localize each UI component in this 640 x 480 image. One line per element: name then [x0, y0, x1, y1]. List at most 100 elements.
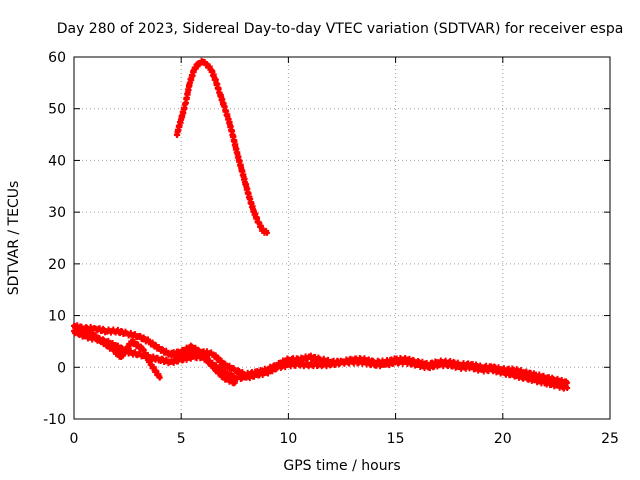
plot-frame	[73, 56, 611, 420]
data-point	[247, 197, 253, 202]
y-tick-label: 0	[57, 360, 66, 376]
data-point	[189, 344, 195, 349]
data-point	[196, 61, 201, 66]
data-point	[125, 331, 130, 336]
data-point	[114, 344, 120, 349]
y-tick-label: -10	[43, 412, 66, 428]
x-tick-label: 10	[279, 431, 297, 447]
data-point	[99, 339, 105, 344]
data-point	[221, 362, 227, 367]
x-tick-label: 25	[601, 431, 619, 447]
data-point	[329, 362, 334, 367]
x-tick-label: 20	[494, 431, 512, 447]
x-tick-label: 15	[387, 431, 405, 447]
y-tick-label: 30	[48, 205, 66, 221]
data-point	[511, 372, 516, 378]
data-point	[217, 91, 222, 96]
x-axis-title: GPS time / hours	[283, 458, 400, 474]
data-point	[350, 359, 355, 365]
data-point	[361, 359, 366, 365]
y-tick-label: 60	[48, 50, 66, 66]
data-point	[393, 359, 398, 365]
data-point	[436, 362, 441, 367]
data-point	[148, 362, 154, 367]
data-point	[179, 357, 184, 362]
data-point	[157, 375, 162, 380]
data-point	[230, 132, 235, 137]
y-tick-label: 20	[48, 257, 66, 273]
y-tick-label: 50	[48, 102, 66, 118]
data-point	[136, 352, 141, 357]
data-point	[232, 375, 237, 380]
data-point	[93, 326, 98, 331]
data-point	[200, 352, 205, 357]
data-point	[425, 365, 430, 370]
data-point	[522, 375, 527, 380]
chart-title: Day 280 of 2023, Sidereal Day-to-day VTE…	[57, 21, 624, 37]
data-point	[140, 346, 145, 352]
data-point	[110, 346, 115, 352]
data-point	[232, 380, 237, 385]
data-point	[260, 228, 265, 233]
data-point	[221, 375, 227, 380]
data-point	[264, 230, 270, 236]
data-point	[146, 339, 152, 344]
data-point	[243, 181, 248, 186]
data-point	[234, 150, 240, 155]
data-point	[307, 354, 313, 360]
data-point	[404, 359, 409, 365]
series-markers	[173, 57, 270, 236]
data-point	[511, 367, 516, 373]
data-point	[296, 357, 302, 362]
data-point	[307, 362, 313, 367]
y-axis-title: SDTVAR / TECUs	[6, 181, 22, 296]
data-point	[71, 328, 77, 334]
data-point	[232, 367, 237, 373]
data-point	[256, 220, 261, 225]
data-point	[78, 326, 83, 331]
data-point	[118, 354, 124, 360]
data-point	[191, 67, 197, 73]
data-point	[183, 101, 188, 106]
data-point	[371, 362, 377, 367]
data-point	[226, 116, 231, 122]
data-point	[479, 367, 484, 373]
data-point	[221, 103, 227, 109]
data-point	[179, 349, 184, 354]
data-point	[489, 367, 495, 373]
data-point	[168, 352, 173, 357]
data-point	[339, 359, 345, 365]
data-point	[296, 362, 302, 367]
data-point	[254, 372, 259, 378]
data-point	[211, 365, 216, 370]
y-tick-label: 10	[48, 309, 66, 325]
y-tick-label: 40	[48, 153, 66, 169]
data-point	[136, 334, 141, 339]
data-point	[129, 339, 135, 344]
data-point	[157, 346, 162, 352]
data-point	[168, 359, 173, 365]
data-point	[564, 385, 570, 391]
series-arc-high	[173, 57, 270, 236]
data-point	[251, 209, 257, 215]
data-point	[213, 78, 218, 83]
data-point	[179, 116, 184, 122]
series-low-band-d	[167, 342, 238, 387]
data-point	[522, 370, 527, 375]
data-point	[457, 365, 463, 370]
data-point	[414, 362, 420, 367]
data-point	[204, 62, 210, 67]
data-point	[239, 165, 244, 171]
data-point	[187, 80, 192, 86]
data-point	[275, 365, 280, 370]
data-point	[532, 378, 538, 383]
data-point	[211, 352, 216, 357]
x-tick-label: 5	[177, 431, 186, 447]
data-point	[189, 354, 195, 360]
data-point	[264, 370, 270, 375]
data-point	[554, 383, 559, 388]
data-point	[500, 370, 505, 375]
series-low-band-c	[77, 325, 163, 381]
